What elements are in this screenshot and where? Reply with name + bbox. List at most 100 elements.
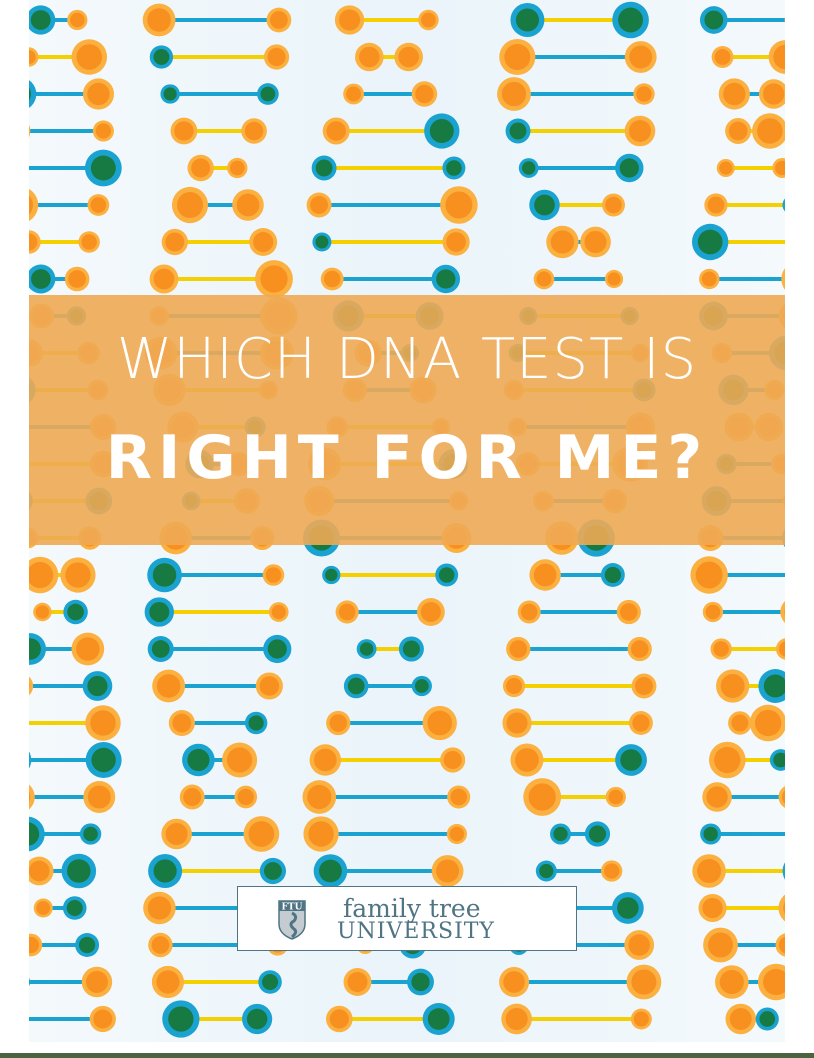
green-base-core <box>246 1008 268 1030</box>
green-base-core <box>315 159 333 177</box>
orange-base-core <box>237 788 254 806</box>
orange-base-core <box>509 640 528 658</box>
green-base-core <box>619 158 639 178</box>
orange-base-core <box>631 969 657 995</box>
green-base-core <box>30 10 51 30</box>
orange-base-core <box>620 603 638 621</box>
orange-base-core <box>271 604 286 620</box>
orange-base-core <box>603 863 620 879</box>
orange-base-core <box>445 191 473 219</box>
orange-base-core <box>172 713 192 733</box>
orange-base-core <box>446 232 466 252</box>
orange-base-core <box>310 196 329 214</box>
orange-base-core <box>68 270 86 288</box>
ftu-shield-icon: FTU <box>278 900 306 940</box>
orange-base-core <box>528 783 556 811</box>
orange-base-core <box>706 786 728 808</box>
green-base-core <box>427 1008 450 1030</box>
orange-base-core <box>226 747 253 773</box>
orange-base-core <box>151 936 170 954</box>
orange-base-core <box>253 231 274 253</box>
green-base-core <box>187 748 210 772</box>
green-base-core <box>31 269 51 289</box>
green-base-core <box>402 640 420 658</box>
orange-base-core <box>29 860 50 882</box>
orange-base-core <box>775 160 785 176</box>
logo-family-tree: family tree <box>343 894 481 923</box>
green-base-core <box>515 8 539 32</box>
green-base-core <box>697 229 723 255</box>
green-base-core <box>703 826 718 842</box>
green-base-core <box>773 752 785 768</box>
orange-base-core <box>705 604 721 620</box>
green-base-core <box>617 897 639 919</box>
orange-base-core <box>346 86 362 102</box>
orange-base-core <box>723 82 746 106</box>
orange-base-core <box>359 46 380 68</box>
orange-base-core <box>436 859 460 883</box>
orange-base-core <box>93 1009 113 1029</box>
orange-base-circle <box>29 124 31 138</box>
orange-base-core <box>29 233 38 251</box>
orange-base-core <box>76 637 100 661</box>
green-base-core <box>604 566 621 584</box>
orange-base-core <box>506 678 523 694</box>
blue-base-circle <box>29 80 37 108</box>
green-base-core <box>153 859 177 883</box>
green-base-core <box>262 974 279 990</box>
orange-base-core <box>308 821 334 847</box>
orange-base-core <box>29 195 34 215</box>
orange-base-core <box>504 43 531 71</box>
green-base-core <box>534 194 555 216</box>
orange-base-core <box>265 567 282 583</box>
orange-base-core <box>443 750 462 770</box>
orange-base-core <box>707 196 725 214</box>
orange-base-core <box>29 791 31 803</box>
green-base-core <box>763 674 785 698</box>
orange-base-core <box>763 83 785 105</box>
green-base-core <box>411 972 430 992</box>
title-banner: WHICH DNA TEST IS RIGHT FOR ME? <box>29 295 785 545</box>
orange-base-core <box>633 1011 649 1027</box>
blue-base-circle <box>29 977 31 987</box>
orange-base-core <box>536 271 552 287</box>
orange-base-core <box>87 785 111 809</box>
green-base-core <box>260 86 276 102</box>
orange-base-core <box>90 197 107 213</box>
green-base-core <box>436 269 456 289</box>
green-base-core <box>509 122 527 140</box>
green-base-core <box>152 563 177 587</box>
orange-base-core <box>520 603 538 621</box>
orange-base-core <box>236 193 260 217</box>
green-base-core <box>263 862 282 880</box>
orange-base-circle <box>781 268 785 290</box>
logo-university: UNIVERSITY <box>337 919 495 944</box>
orange-base-core <box>260 265 288 293</box>
orange-base-core <box>420 601 441 623</box>
orange-base-core <box>313 748 337 772</box>
title-line-1: WHICH DNA TEST IS <box>116 327 698 392</box>
orange-base-core <box>635 677 653 695</box>
green-base-core <box>90 155 116 181</box>
orange-base-circle <box>29 188 39 222</box>
orange-base-circle <box>778 786 785 808</box>
orange-base-core <box>695 561 723 589</box>
orange-base-core <box>421 12 436 28</box>
orange-base-core <box>85 971 108 993</box>
orange-base-core <box>714 746 741 774</box>
green-base-core <box>521 161 536 175</box>
orange-base-core <box>398 46 419 68</box>
orange-base-core <box>339 9 361 31</box>
green-base-core <box>87 675 108 697</box>
green-base-core <box>151 640 170 658</box>
orange-base-core <box>584 230 607 254</box>
orange-base-core <box>156 674 181 698</box>
orange-base-core <box>329 714 347 732</box>
orange-base-core <box>501 81 527 107</box>
orange-base-core <box>533 563 557 587</box>
orange-base-core <box>329 1009 349 1029</box>
orange-base-core <box>707 932 734 958</box>
orange-base-core <box>183 788 202 806</box>
green-base-core <box>29 87 31 101</box>
orange-base-core <box>153 268 175 290</box>
